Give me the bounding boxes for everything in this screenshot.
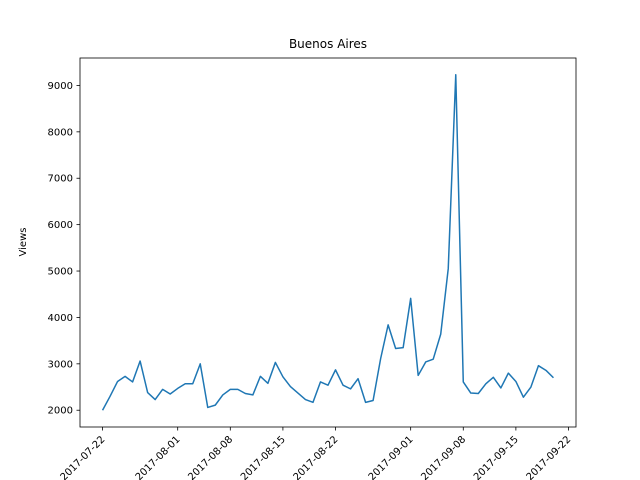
x-tick-label: 2017-08-15	[239, 434, 288, 480]
x-tick-label: 2017-08-22	[292, 434, 341, 480]
x-tick-label: 2017-09-22	[525, 434, 574, 480]
y-tick-label: 6000	[48, 220, 73, 231]
x-tick-label: 2017-08-01	[134, 434, 183, 480]
x-tick-label: 2017-09-08	[419, 434, 468, 480]
y-tick-label: 9000	[48, 81, 73, 92]
x-tick-label: 2017-09-01	[367, 434, 416, 480]
y-tick-label: 4000	[48, 313, 73, 324]
plot-frame	[79, 57, 577, 428]
data-line	[101, 74, 554, 411]
x-tick-label: 2017-07-22	[59, 434, 108, 480]
y-axis-label: Views	[18, 228, 29, 257]
y-tick-label: 8000	[48, 127, 73, 138]
x-tick-label: 2017-08-08	[186, 434, 235, 480]
chart-title: Buenos Aires	[289, 37, 367, 51]
y-tick-label: 2000	[48, 406, 73, 417]
y-tick-label: 7000	[48, 174, 73, 185]
y-tick-label: 3000	[48, 359, 73, 370]
x-tick-label: 2017-09-15	[472, 434, 521, 480]
y-tick-label: 5000	[48, 267, 73, 278]
